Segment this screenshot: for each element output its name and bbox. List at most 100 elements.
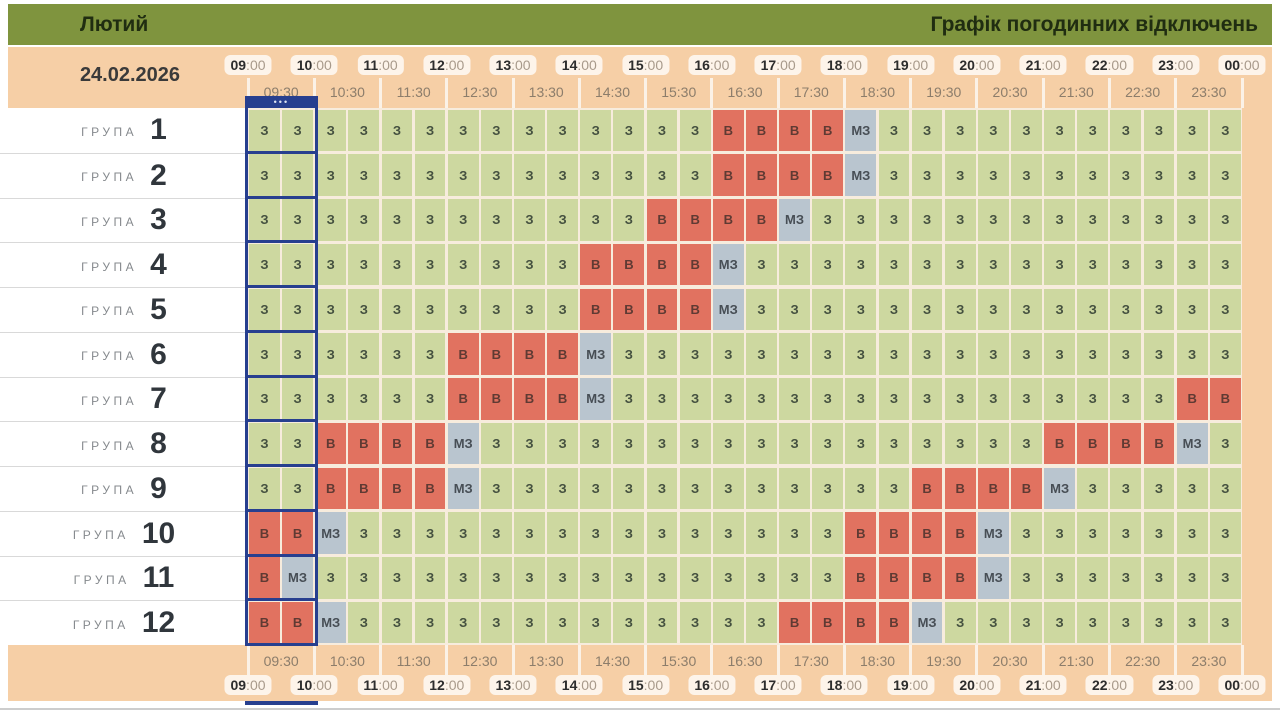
schedule-cell: В [282, 512, 313, 554]
half-hour-label: 18:30 [859, 653, 896, 669]
schedule-cell: З [1209, 288, 1241, 331]
schedule-cell: З [1176, 288, 1208, 331]
schedule-cell: З [282, 467, 313, 510]
schedule-cell: З [911, 288, 943, 331]
schedule-cell: З [381, 333, 413, 375]
schedule-cell: З [1143, 199, 1175, 241]
minutes-text: :00 [974, 677, 995, 693]
group-word: ГРУПА [81, 393, 138, 408]
schedule-cell: З [878, 378, 910, 420]
hour-tick-line [577, 645, 581, 676]
current-hour-tab[interactable]: ••• [245, 96, 318, 108]
schedule-cell: З [414, 557, 446, 599]
schedule-cell: З [1077, 467, 1109, 510]
schedule-cell: З [547, 199, 579, 241]
schedule-cell: З [944, 601, 976, 644]
schedule-cell: З [514, 243, 545, 286]
schedule-title: Графік погодинних відключень [930, 12, 1258, 36]
schedule-cell: З [812, 467, 844, 510]
half-hour-label: 21:30 [1058, 653, 1094, 669]
schedule-cell: З [613, 422, 645, 465]
minutes-text: :00 [312, 57, 332, 73]
schedule-cell: З [447, 199, 479, 241]
schedule-cell: З [812, 422, 844, 465]
schedule-cell: В [746, 154, 777, 196]
hour-text: 15 [628, 57, 644, 73]
minutes-text: :00 [1240, 677, 1260, 693]
schedule-cell: З [447, 154, 479, 196]
minutes-text: :00 [444, 677, 465, 693]
schedule-cell: З [944, 422, 976, 465]
schedule-cell: В [977, 467, 1009, 510]
schedule-cell: З [480, 109, 512, 152]
group-number: 12 [141, 606, 176, 640]
schedule-cell: МЗ [911, 601, 943, 644]
schedule-cell: З [447, 557, 479, 599]
current-hour-row-line [245, 195, 318, 199]
schedule-cell: З [646, 422, 678, 465]
schedule-cell: З [1011, 109, 1042, 152]
schedule-cell: З [282, 288, 313, 331]
schedule-cell: В [580, 243, 612, 286]
hour-text: 13 [495, 57, 512, 73]
group-number: 2 [150, 158, 167, 192]
schedule-cell: З [746, 601, 777, 644]
group-row-label: ГРУПА 2 [0, 152, 248, 198]
half-hour-label: 12:30 [462, 653, 498, 669]
schedule-cell: З [414, 199, 446, 241]
minutes-text: :00 [246, 57, 266, 73]
schedule-cell: В [1077, 422, 1109, 465]
hour-text: 00 [1224, 677, 1241, 693]
schedule-cell: З [712, 467, 744, 510]
schedule-cell: З [944, 154, 976, 196]
schedule-cell: З [282, 154, 313, 196]
minutes-text: :00 [378, 677, 398, 693]
group-word: ГРУПА [81, 304, 138, 319]
group-number: 8 [150, 427, 167, 461]
schedule-cell: З [944, 109, 976, 152]
schedule-cell: З [911, 243, 943, 286]
schedule-cell: З [1143, 109, 1175, 152]
schedule-cell: З [1176, 333, 1208, 375]
schedule-cell: З [480, 557, 512, 599]
group-row-label: ГРУПА 3 [0, 197, 248, 243]
schedule-cell: З [977, 288, 1009, 331]
schedule-cell: В [911, 467, 943, 510]
schedule-cell: З [348, 512, 380, 554]
hour-tick-label: 09:00 [224, 675, 272, 695]
schedule-cell: З [1110, 512, 1142, 554]
hour-tick-line [445, 645, 449, 676]
schedule-cell: В [547, 378, 579, 420]
hour-tick-label: 20:00 [953, 55, 1001, 75]
schedule-cell: З [381, 512, 413, 554]
schedule-cell: З [1143, 154, 1175, 196]
schedule-cell: МЗ [977, 512, 1009, 554]
schedule-cell: З [249, 199, 280, 241]
schedule-cell: З [514, 288, 545, 331]
schedule-cell: З [1077, 154, 1109, 196]
schedule-cell: З [944, 199, 976, 241]
schedule-cell: З [1176, 512, 1208, 554]
schedule-cell: В [944, 557, 976, 599]
hour-tick-line [842, 645, 846, 676]
minutes-text: :00 [908, 57, 929, 73]
schedule-cell: З [480, 243, 512, 286]
minutes-text: :00 [776, 677, 796, 693]
date-label: 24.02.2026 [79, 64, 181, 86]
schedule-cell: З [679, 557, 711, 599]
schedule-cell: З [1110, 378, 1142, 420]
schedule-cell: З [480, 422, 512, 465]
schedule-cell: З [646, 512, 678, 554]
schedule-cell: З [712, 422, 744, 465]
hour-text: 20 [959, 677, 975, 693]
current-hour-right-border [314, 96, 318, 645]
hour-text: 18 [826, 677, 843, 693]
schedule-cell: З [779, 557, 810, 599]
schedule-cell: З [480, 288, 512, 331]
schedule-cell: З [315, 333, 347, 375]
schedule-cell: З [514, 467, 545, 510]
schedule-cell: З [514, 512, 545, 554]
half-hour-label: 11:30 [396, 653, 431, 669]
schedule-cell: З [977, 109, 1009, 152]
hour-tick-label: 15:00 [622, 675, 670, 695]
